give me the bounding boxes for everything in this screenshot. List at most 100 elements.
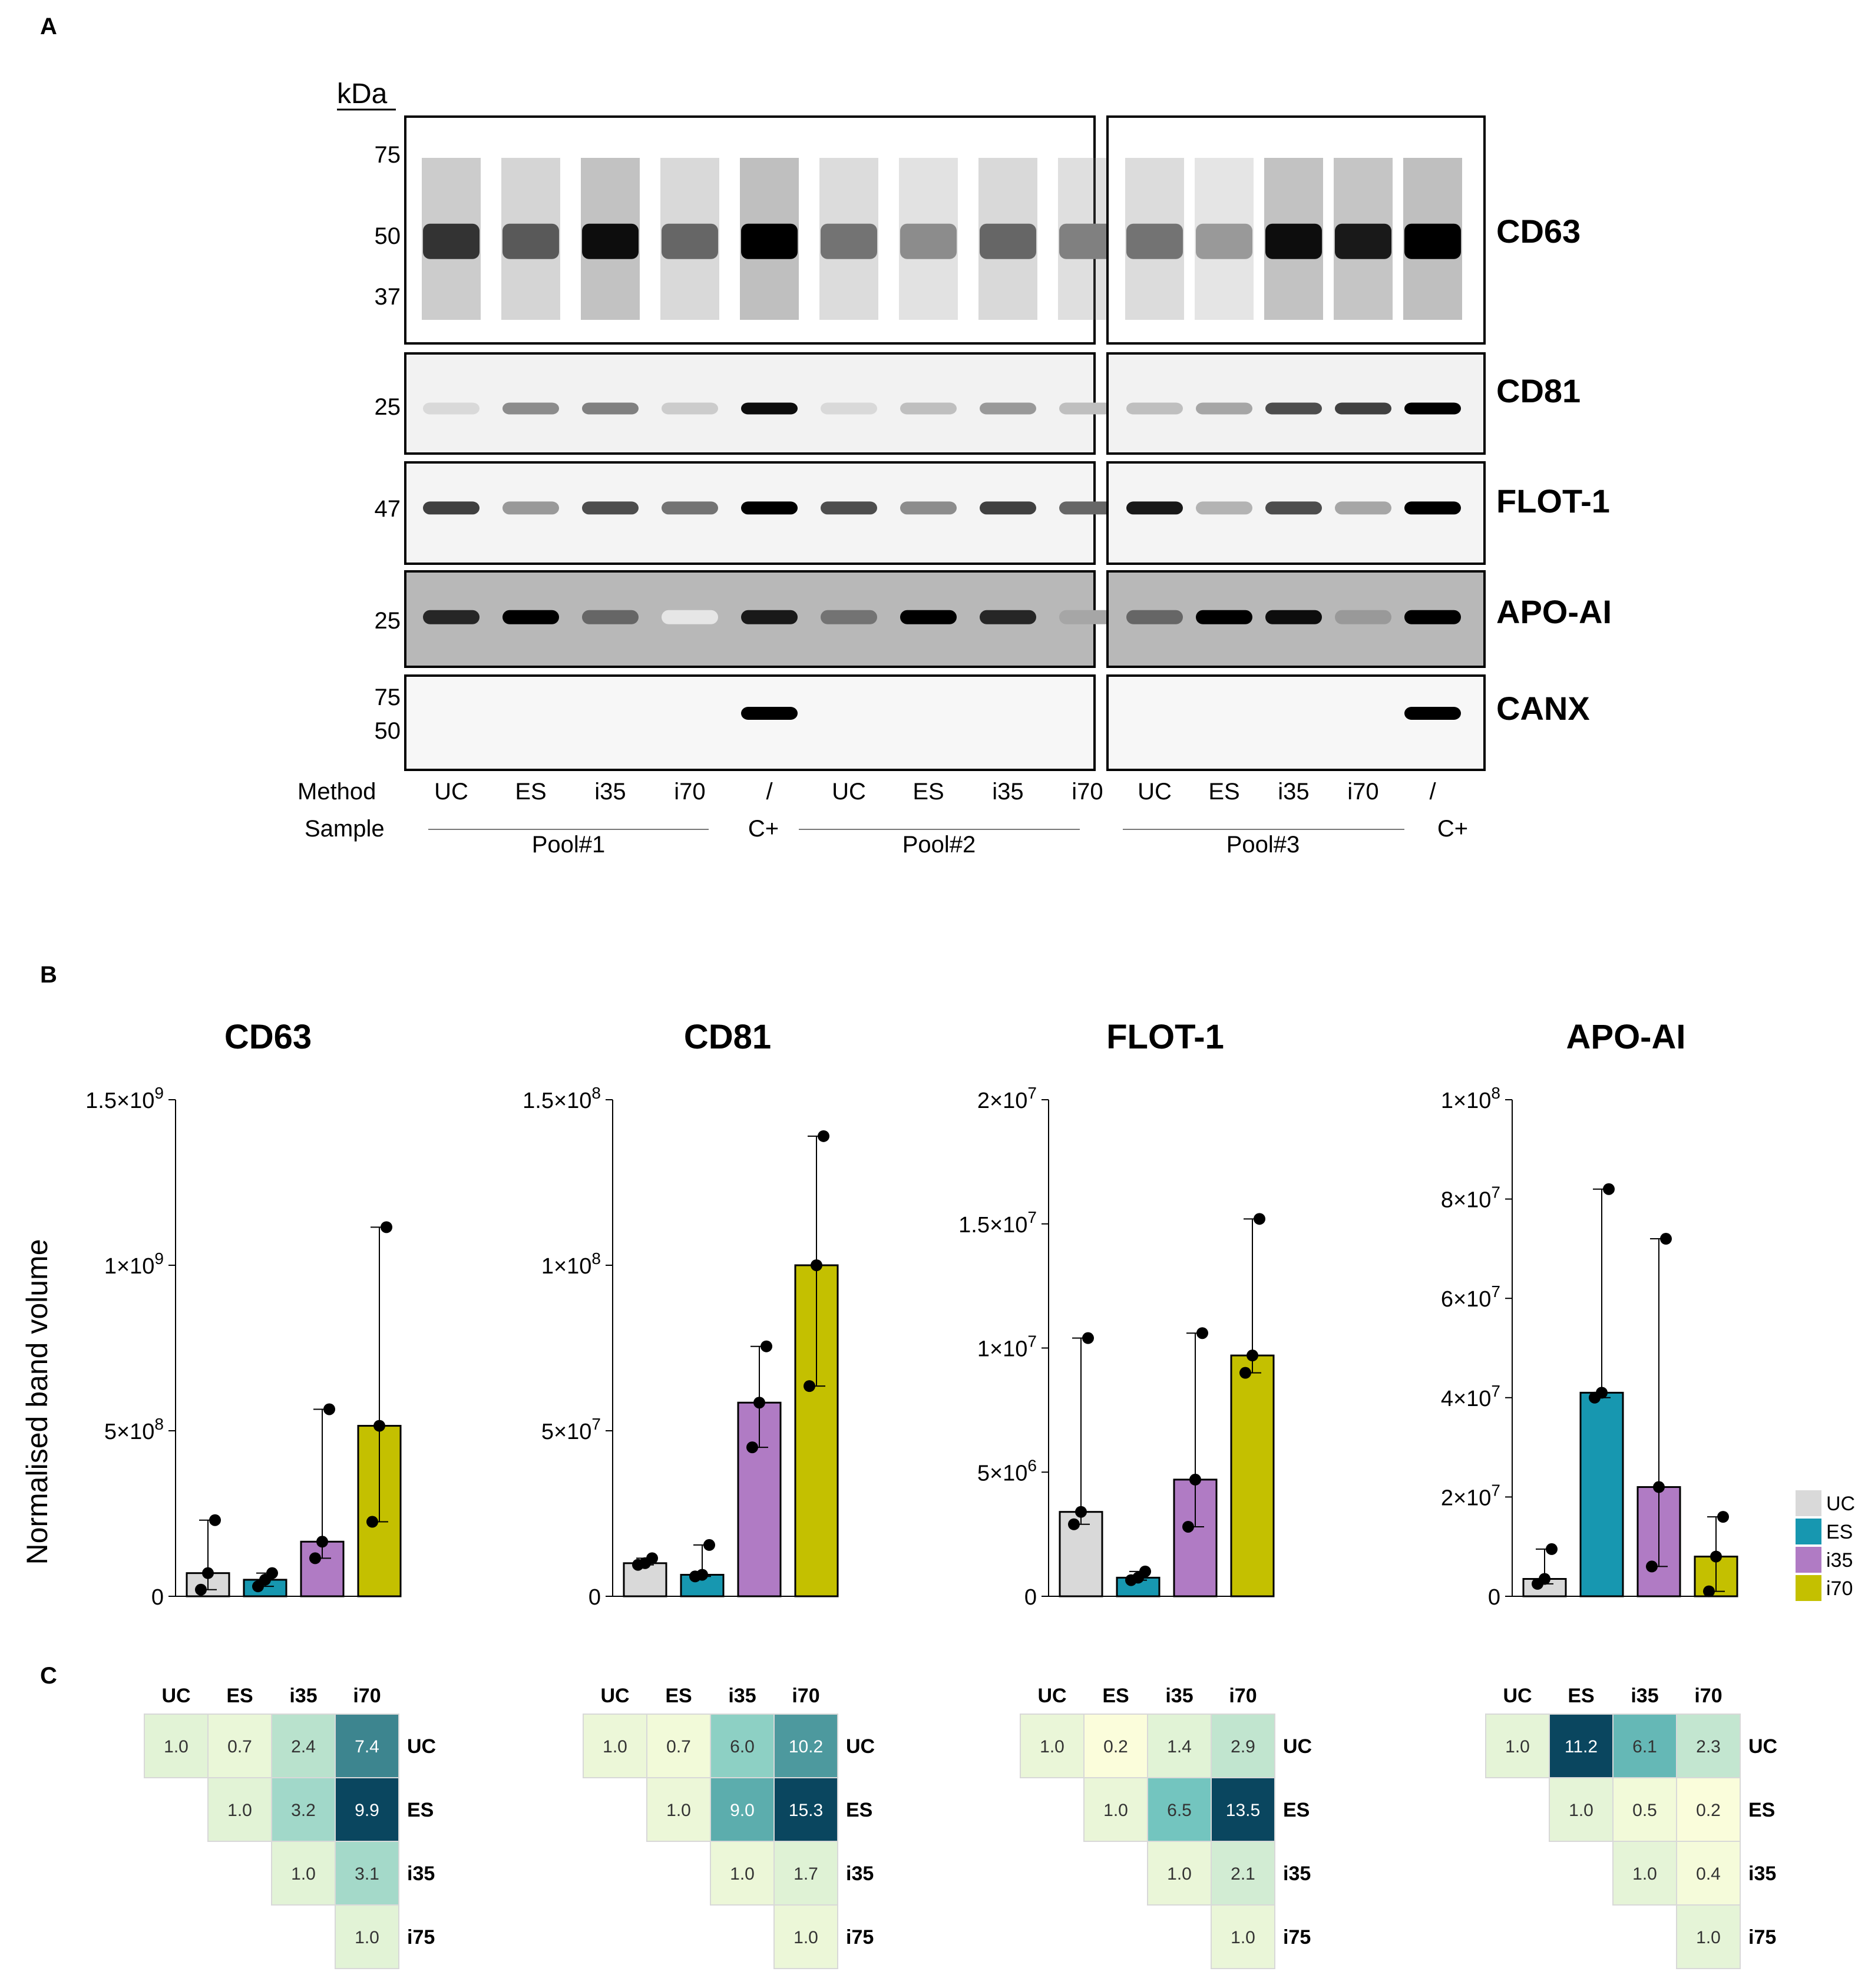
- heatmap-cell-value: 7.4: [355, 1737, 379, 1757]
- heatmap-cell: [1211, 1714, 1275, 1778]
- legend-label-i35: i35: [1826, 1549, 1853, 1572]
- method-lane-label: i70: [674, 779, 705, 805]
- blot-band: [582, 223, 639, 259]
- data-point: [1596, 1387, 1608, 1399]
- heatmap-row-label: UC: [407, 1735, 436, 1758]
- heatmap-row-label: i75: [407, 1926, 435, 1949]
- western-blot-panel: kDa 75 50 37 25 47 25 75 50 CD63 CD81 FLOT-1 APO-A…: [297, 78, 1612, 858]
- blot-band: [1265, 223, 1322, 259]
- data-point: [316, 1536, 328, 1548]
- heatmap-cell-value: 1.0: [1696, 1928, 1721, 1947]
- heatmap-cell-value: 3.2: [291, 1801, 316, 1820]
- kda-marker: 50: [375, 718, 401, 744]
- heatmap-cell-value: 2.4: [291, 1737, 316, 1757]
- data-point: [266, 1567, 278, 1579]
- data-point: [1703, 1585, 1715, 1597]
- method-lane-label: i35: [594, 779, 626, 805]
- heatmap-col-label: i35: [289, 1685, 317, 1707]
- blot-band: [900, 223, 957, 259]
- heatmap-row-label: UC: [1748, 1735, 1777, 1758]
- blot-row-label-apoai: APO-AI: [1496, 593, 1612, 630]
- bar-chart-flot-1: FLOT-1 0 5×106 1×107 1.5×107 2×107: [958, 1018, 1275, 1610]
- legend-swatch-uc: [1796, 1490, 1821, 1516]
- heatmap-row-label: ES: [1283, 1799, 1310, 1821]
- method-lane-label: /: [1429, 779, 1436, 805]
- legend-label-es: ES: [1826, 1521, 1853, 1543]
- blot-band: [1126, 223, 1183, 259]
- legend-label-uc: UC: [1826, 1493, 1855, 1515]
- data-point: [1139, 1565, 1151, 1577]
- data-point: [818, 1130, 829, 1142]
- sample-pool2: Pool#2: [902, 832, 976, 858]
- heatmap-col-label: ES: [1568, 1685, 1594, 1707]
- heatmap-cell: [1676, 1777, 1741, 1842]
- heatmap-row-label: UC: [846, 1735, 875, 1758]
- heatmap-1: UC ES i35 i70 UC ES i35 i75 1.0 0.7 2.4 7.4 1.0 3.2 9.…: [144, 1685, 436, 1969]
- data-point: [1653, 1481, 1665, 1493]
- heatmap-col-label: i70: [353, 1685, 381, 1707]
- heatmap-cell-value: 13.5: [1226, 1801, 1260, 1820]
- heatmap-cell: [773, 1904, 838, 1969]
- heatmap-col-label: UC: [1037, 1685, 1066, 1707]
- heatmap-cell-value: 0.7: [227, 1737, 252, 1757]
- data-point: [1239, 1367, 1251, 1379]
- kda-marker: 37: [375, 284, 401, 310]
- heatmap-cell: [271, 1714, 336, 1778]
- data-point: [209, 1514, 221, 1526]
- heatmap-cell-value: 1.0: [1231, 1928, 1255, 1947]
- y-tick-label: 0: [588, 1585, 601, 1610]
- heatmap-cell: [335, 1904, 399, 1969]
- heatmap-cell: [1612, 1841, 1677, 1906]
- heatmap-col-label: UC: [600, 1685, 629, 1707]
- data-point: [1710, 1550, 1722, 1563]
- sample-pool3: Pool#3: [1226, 832, 1300, 858]
- blot-band: [1404, 707, 1461, 720]
- data-point: [1539, 1573, 1550, 1585]
- y-tick-label: 5×108: [104, 1415, 164, 1444]
- blot-band: [662, 402, 718, 415]
- y-tick-label: 5×107: [541, 1415, 601, 1444]
- data-point: [1196, 1327, 1208, 1339]
- heatmap-cell: [1083, 1777, 1148, 1842]
- heatmap-cell: [335, 1777, 399, 1842]
- method-lane-label: ES: [1208, 779, 1239, 805]
- heatmap-cell: [710, 1841, 775, 1906]
- data-point: [195, 1583, 207, 1596]
- blot-row-label-cd81: CD81: [1496, 372, 1581, 409]
- chart-title: CD63: [224, 1018, 312, 1056]
- bar-charts-panel: Normalised band volume CD63 0 5×108 1×109 1.…: [21, 1018, 1855, 1610]
- data-point: [1603, 1183, 1615, 1195]
- blot-row-label-cd63: CD63: [1496, 213, 1581, 250]
- heatmap-cell-value: 15.3: [789, 1801, 823, 1820]
- panel-label-a: A: [40, 14, 57, 39]
- heatmap-cell-value: 0.2: [1696, 1801, 1721, 1820]
- heatmap-cell: [710, 1714, 775, 1778]
- heatmap-row-label: i75: [1748, 1926, 1776, 1949]
- heatmap-cell-value: 0.4: [1696, 1864, 1721, 1884]
- method-lane-label: UC: [434, 779, 468, 805]
- blot-band: [582, 402, 639, 415]
- heatmap-row-label: i75: [846, 1926, 874, 1949]
- heatmaps-panel: UC ES i35 i70 UC ES i35 i75 1.0 0.7 2.4 7.4 1.0 3.2 9.…: [144, 1685, 1777, 1969]
- heatmap-cell-value: 6.1: [1632, 1737, 1657, 1757]
- method-lane-label: i70: [1347, 779, 1378, 805]
- blot-band: [1126, 402, 1183, 415]
- panel-label-b: B: [40, 962, 57, 988]
- blot-band: [1404, 610, 1461, 624]
- method-lane-label: UC: [832, 779, 866, 805]
- blot-band: [900, 402, 957, 415]
- y-tick-label: 4×107: [1441, 1382, 1500, 1411]
- blot-band: [1265, 610, 1322, 624]
- blot-band: [502, 223, 559, 259]
- data-point: [1660, 1233, 1672, 1245]
- heatmap-row-label: i35: [846, 1863, 874, 1885]
- heatmap-cell-value: 2.1: [1231, 1864, 1255, 1884]
- data-point: [373, 1420, 385, 1432]
- heatmap-row-label: UC: [1283, 1735, 1312, 1758]
- method-lane-label: ES: [515, 779, 546, 805]
- heatmap-col-label: i70: [1694, 1685, 1722, 1707]
- data-point: [1546, 1543, 1558, 1555]
- data-point: [1646, 1560, 1658, 1573]
- blot-band: [502, 402, 559, 415]
